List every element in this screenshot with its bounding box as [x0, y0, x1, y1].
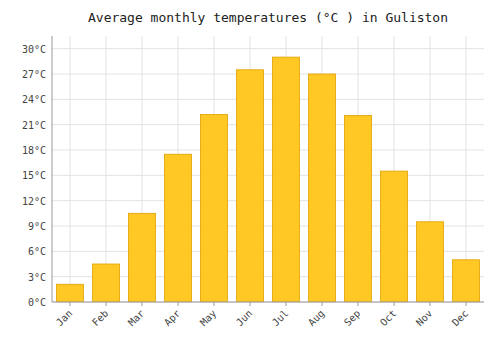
chart-container: Average monthly temperatures (°C ) in Gu… [0, 0, 500, 350]
x-tick-label: Mar [126, 308, 147, 329]
x-tick-label: Dec [450, 308, 471, 329]
y-tick-label: 12°C [22, 196, 46, 207]
y-tick-label: 3°C [28, 272, 46, 283]
x-tick-label: Feb [90, 308, 111, 329]
bar [417, 222, 444, 302]
x-axis-line [52, 302, 484, 303]
x-tick [358, 302, 359, 306]
bar [57, 284, 84, 302]
x-axis: Jan Feb Mar Apr May Jun Jul Aug Sep Oct Nov Dec [52, 302, 484, 328]
x-tick [178, 302, 179, 306]
x-tick-label: Jan [54, 308, 75, 329]
y-grid-line [52, 150, 484, 151]
y-axis: 0°C 3°C 6°C 9°C 12°C 15°C 18°C 21°C 24°C 27°C 30°C [22, 36, 52, 308]
y-axis-line [52, 36, 53, 302]
x-tick [394, 302, 395, 306]
bar [165, 154, 192, 302]
title: Average monthly temperatures (°C ) in Gu… [88, 10, 448, 25]
x-grid-line [106, 36, 107, 302]
y-grid-line [52, 175, 484, 176]
x-tick [466, 302, 467, 306]
grid [52, 36, 484, 302]
y-tick-label: 30°C [22, 44, 46, 55]
y-tick-label: 27°C [22, 69, 46, 80]
y-grid-line [52, 302, 484, 303]
x-tick-label: Aug [306, 308, 327, 329]
x-tick [250, 302, 251, 306]
bar [309, 74, 336, 302]
x-tick-label: Jun [234, 308, 255, 329]
x-tick-label: Apr [162, 308, 183, 329]
x-tick [430, 302, 431, 306]
x-tick [106, 302, 107, 306]
y-grid-line [52, 200, 484, 201]
bar [93, 264, 120, 302]
y-tick-label: 21°C [22, 120, 46, 131]
x-tick-label: Sep [342, 308, 363, 329]
y-tick-label: 9°C [28, 221, 46, 232]
x-tick [214, 302, 215, 306]
x-tick-label: May [198, 308, 219, 329]
x-tick [322, 302, 323, 306]
bar [237, 70, 264, 302]
y-grid-line [52, 124, 484, 125]
bar [201, 115, 228, 302]
y-tick-label: 6°C [28, 246, 46, 257]
bar [381, 171, 408, 302]
x-tick-label: Oct [378, 308, 399, 329]
bar [273, 57, 300, 302]
y-grid-line [52, 48, 484, 49]
y-tick-label: 0°C [28, 297, 46, 308]
bar [129, 213, 156, 302]
y-tick-label: 24°C [22, 94, 46, 105]
x-grid-line [70, 36, 71, 302]
bar [345, 115, 372, 302]
x-tick [286, 302, 287, 306]
y-tick-label: 15°C [22, 170, 46, 181]
x-tick-label: Nov [414, 308, 435, 329]
x-tick [142, 302, 143, 306]
bars [57, 57, 480, 302]
bar [453, 260, 480, 302]
y-tick-label: 18°C [22, 145, 46, 156]
y-grid-line [52, 74, 484, 75]
x-tick [70, 302, 71, 306]
x-tick-label: Jul [270, 308, 291, 329]
chart: Average monthly temperatures (°C ) in Gu… [0, 0, 500, 350]
y-grid-line [52, 99, 484, 100]
